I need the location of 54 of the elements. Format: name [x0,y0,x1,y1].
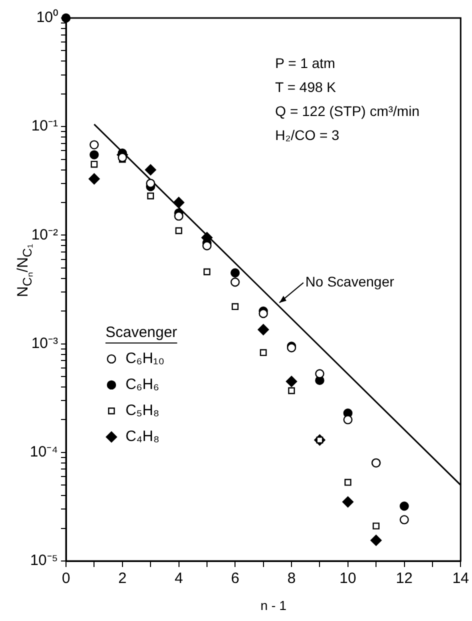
x-tick-label: 12 [396,570,413,588]
x-tick-label: 2 [118,570,127,588]
y-tick-label: 10⁻² [31,226,58,244]
y-tick-label: 10⁻⁵ [30,552,58,570]
point [90,140,99,150]
x-tick-label: 4 [174,570,183,588]
legend-label: C₅H₈ [125,402,160,420]
point [118,152,127,162]
y-tick-label: 10⁰ [36,9,58,26]
point [370,534,382,546]
legend-label: C₆H₁₀ [125,350,164,368]
x-tick-label: 6 [230,570,240,588]
point [400,502,409,511]
point [344,478,352,486]
point [173,196,184,208]
text: No Scavenger [305,274,394,290]
annotation: Q = 122 (STP) cm³/min [275,103,420,120]
point [315,369,324,378]
point [258,324,269,336]
point [342,496,354,508]
point [232,303,239,310]
point [175,227,182,234]
point [90,150,99,160]
point [260,349,267,356]
y-tick-label: 10⁻⁴ [30,444,58,461]
point [147,192,154,200]
legend-title: Scavenger [105,324,178,342]
x-axis-title: n - 1 [259,598,288,613]
x-tick-label: 10 [340,570,356,588]
point [202,241,212,250]
point [258,308,268,318]
point [88,173,100,184]
point [144,164,156,176]
point [174,211,184,221]
point [90,160,98,168]
point [204,268,210,276]
point [372,522,380,530]
point [230,277,240,287]
y-tick-label: 10⁻³ [31,334,58,352]
x-tick-label: 8 [287,570,296,588]
annotation: T = 498 K [275,79,337,96]
point [400,515,409,524]
point [288,387,295,394]
point [286,376,298,388]
x-tick-label: 14 [452,570,469,588]
point [146,178,156,188]
y-tick-label: 10⁻¹ [31,118,58,135]
point [343,415,352,424]
annotation: P = 1 atm [275,55,336,72]
legend-label: C₄H₈ [125,428,160,446]
legend-label: C₆H₆ [125,376,160,394]
annotation: H₂/CO = 3 [275,127,340,144]
x-tick-label: 0 [62,570,70,588]
point [230,268,240,278]
